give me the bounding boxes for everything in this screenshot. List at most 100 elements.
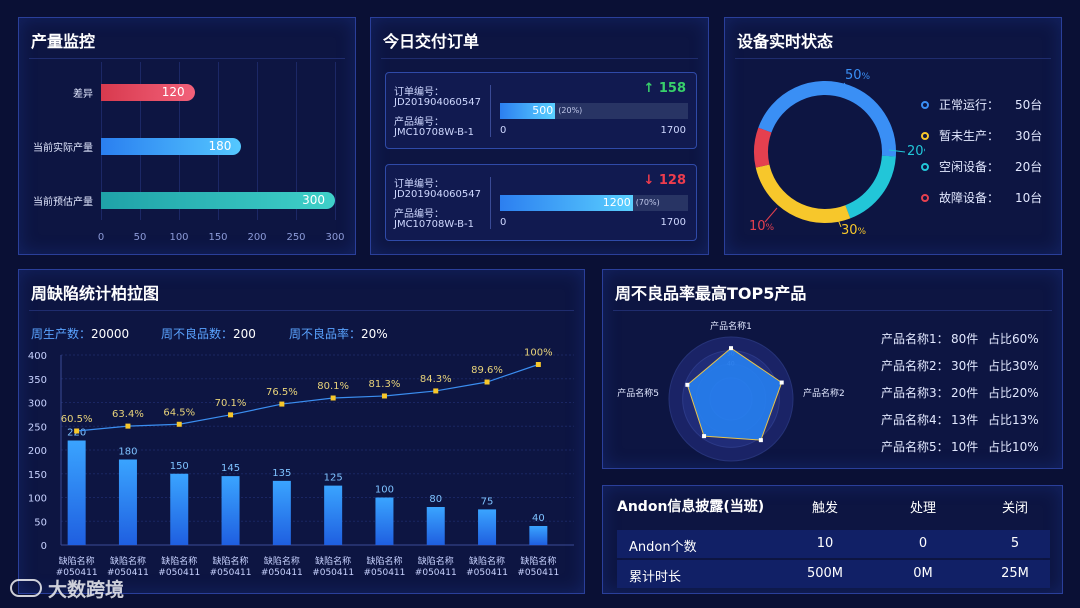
legend-item: 暂未生产： 30台 — [921, 127, 1042, 144]
panel-title: 今日交付订单 — [383, 32, 480, 51]
product-name: 产品名称1： — [881, 332, 949, 346]
panel-title: 周不良品率最高TOP5产品 — [615, 284, 807, 303]
line-point — [279, 401, 285, 407]
y-tick-label: 400 — [28, 351, 47, 362]
legend-dot-icon — [921, 131, 929, 140]
panel-title: 设备实时状态 — [737, 32, 834, 51]
bar-label: 当前实际产量 — [33, 143, 93, 154]
product-count: 80件 — [951, 332, 979, 346]
andon-row-label: 累计时长 — [629, 570, 682, 585]
andon-title: Andon信息披露(当班) — [617, 499, 765, 515]
leader-line — [836, 82, 846, 92]
progress-max: 1700 — [660, 217, 686, 228]
stat-label: 周不良品数： — [161, 327, 234, 341]
radar-axis-label: 产品名称3 — [769, 464, 811, 465]
leader-line — [764, 207, 778, 223]
line-point — [176, 421, 182, 427]
pareto-stat: 周不良品率：20% — [289, 325, 388, 342]
product-number: JMC10708W-B-1 — [394, 219, 474, 230]
divider — [613, 310, 1052, 311]
product-share: 占比30% — [988, 359, 1039, 373]
x-tick-label: 缺陷名称#050411 — [415, 555, 457, 578]
line-value-label: 64.5% — [163, 407, 195, 418]
output-bar-chart: 0 50 100 150 200 250 300 差异 120 当前实际产量 180 当前预估产量 30… — [19, 62, 357, 252]
progress-fill: 1200 — [500, 195, 633, 211]
line-point — [484, 379, 490, 385]
bar-label: 差异 — [73, 89, 93, 100]
legend-label: 暂未生产： — [939, 129, 1000, 143]
andon-cell: 0M — [913, 566, 933, 581]
x-tick-label: 缺陷名称#050411 — [466, 555, 508, 578]
legend-label: 正常运行： — [939, 98, 1000, 112]
legend-dot-icon — [921, 162, 929, 171]
product-count: 30件 — [951, 359, 979, 373]
donut-segment — [754, 81, 896, 223]
donut-segment — [754, 81, 896, 223]
x-tick-label: 缺陷名称#050411 — [312, 555, 354, 578]
product-number-label: 产品编号： — [394, 117, 444, 128]
top5-radar-chart: 5040产品名称1产品名称2产品名称3产品名称4产品名称5 — [617, 320, 844, 465]
order-number-label: 订单编号： — [394, 87, 444, 98]
order-card[interactable]: 订单编号： JD201904060547 产品编号： JMC10708W-B-1 ↑ 1… — [385, 72, 697, 149]
bar-value-label: 80 — [429, 494, 442, 505]
andon-panel: Andon信息披露(当班) 触发 处理 关闭 Andon个数 10 0 5 累计时长 500M 0… — [602, 485, 1063, 594]
radar-point — [702, 434, 707, 439]
y-tick-label: 150 — [28, 470, 47, 481]
line-point — [74, 428, 80, 434]
andon-header: 关闭 — [1001, 501, 1028, 516]
bar-value-label: 150 — [170, 461, 189, 472]
donut-percent-label: 30% — [841, 223, 867, 238]
axis-tick-label: 50 — [133, 232, 147, 243]
order-card[interactable]: 订单编号： JD201904060547 产品编号： JMC10708W-B-1 ↓ 1… — [385, 164, 697, 241]
watermark-logo-icon — [10, 579, 42, 597]
andon-header: 触发 — [811, 501, 838, 516]
grid-line — [335, 62, 336, 220]
product-number: JMC10708W-B-1 — [394, 127, 474, 138]
legend-value: 20台 — [1015, 160, 1043, 174]
pareto-bar — [272, 480, 291, 545]
legend-dot-icon — [921, 193, 929, 202]
pareto-bar — [426, 507, 445, 545]
y-tick-label: 250 — [28, 422, 47, 433]
andon-cell: 500M — [806, 566, 844, 581]
progress-value: 1200 — [602, 196, 631, 209]
radar-axis-label: 产品名称4 — [651, 464, 693, 465]
product-share: 占比60% — [988, 332, 1039, 346]
bar-value-label: 145 — [221, 463, 240, 474]
axis-tick-label: 0 — [97, 232, 105, 243]
progress-track: 500 (20%) — [500, 103, 688, 119]
radar-point — [758, 438, 763, 443]
card-divider — [490, 177, 491, 229]
product-count: 10件 — [951, 440, 979, 454]
panel-title: 周缺陷统计柏拉图 — [31, 284, 160, 303]
product-name: 产品名称4： — [881, 413, 949, 427]
order-number: JD201904060547 — [394, 97, 481, 108]
top5-panel: 周不良品率最高TOP5产品 5040产品名称1产品名称2产品名称3产品名称4产品… — [602, 269, 1063, 469]
stat-label: 周生产数： — [31, 327, 92, 341]
trend-value: 128 — [658, 173, 686, 188]
progress-min: 0 — [500, 125, 507, 136]
bar-value-label: 180 — [118, 447, 137, 458]
andon-row: 累计时长 500M 0M 25M — [617, 560, 1050, 588]
divider — [29, 58, 345, 59]
progress-fill: 500 — [500, 103, 556, 119]
line-value-label: 63.4% — [112, 409, 144, 420]
grid-line — [296, 62, 297, 220]
output-monitor-panel: 产量监控 0 50 100 150 200 250 300 差异 120 当前实际产量 180 当前预… — [18, 17, 356, 255]
radar-area — [686, 347, 783, 441]
divider — [735, 58, 1051, 59]
order-number: JD201904060547 — [394, 189, 481, 200]
watermark-text: 大数跨境 — [48, 578, 125, 601]
arrow-down-icon: ↓ — [643, 173, 659, 188]
andon-header: 处理 — [909, 501, 936, 516]
legend-item: 故障设备： 10台 — [921, 189, 1042, 206]
line-value-label: 81.3% — [369, 379, 401, 390]
line-point — [381, 393, 387, 399]
line-value-label: 100% — [524, 348, 553, 359]
donut-percent-label: 50% — [845, 68, 871, 83]
x-tick-label: 缺陷名称#050411 — [517, 555, 559, 578]
top5-list-item: 产品名称1： 80件 占比60% — [881, 330, 1039, 347]
bar-label: 当前预估产量 — [33, 197, 93, 208]
